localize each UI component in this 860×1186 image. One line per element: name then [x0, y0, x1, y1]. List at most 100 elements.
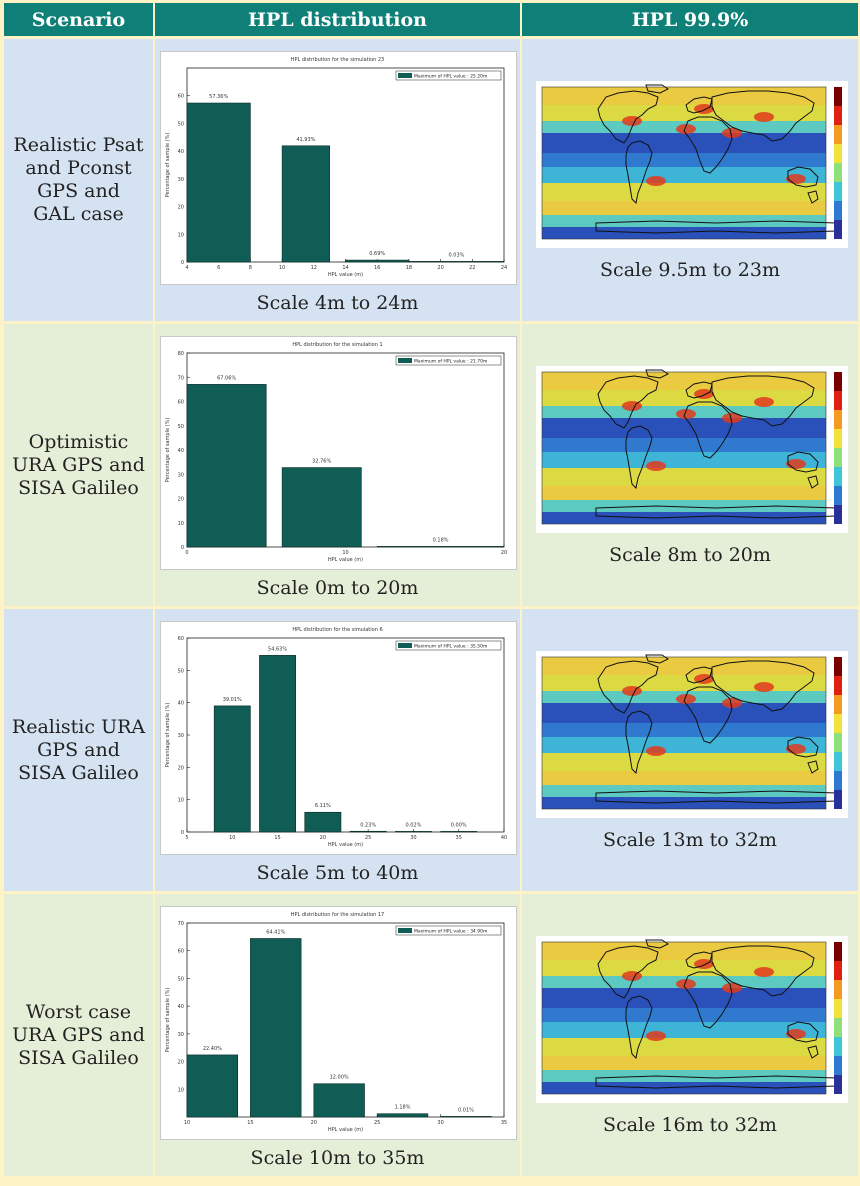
colorbar-segment [834, 106, 842, 125]
continent-outline [787, 1021, 819, 1043]
hpl-world-map [536, 936, 848, 1103]
legend-box [395, 640, 502, 651]
x-tick-label: 15 [247, 1120, 253, 1126]
heat-band [542, 988, 826, 1008]
heat-band [542, 1008, 826, 1022]
x-tick-label: 18 [406, 265, 412, 271]
x-tick-label: 10 [229, 835, 235, 841]
heat-band [542, 390, 826, 406]
histogram-bar [408, 261, 505, 263]
colorbar-segment [834, 657, 842, 676]
bar-value-label: 0.02% [405, 822, 421, 828]
x-tick-label: 20 [437, 265, 443, 271]
heat-band [542, 372, 826, 390]
heat-hotspot [676, 979, 696, 989]
continent-outline [685, 381, 713, 399]
continent-outline [645, 654, 669, 664]
colorbar-segment [834, 391, 842, 410]
distribution-cell: HPL distribution for the simulation 6 0 10… [155, 609, 520, 891]
continent-outline [787, 451, 819, 473]
heat-hotspot [754, 682, 774, 692]
colorbar-segment [834, 467, 842, 486]
heat-band [542, 723, 826, 737]
y-tick-label: 70 [178, 921, 184, 927]
hpl-world-map [536, 81, 848, 248]
y-tick-label: 10 [178, 521, 184, 527]
colorbar-segment [834, 1075, 842, 1094]
heat-band [542, 785, 826, 797]
heat-band [542, 215, 826, 227]
y-tick-label: 30 [178, 733, 184, 739]
map-frame [541, 941, 827, 1095]
colorbar-segment [834, 201, 842, 220]
y-tick-label: 50 [178, 424, 184, 430]
hpl-distribution-chart: HPL distribution for the simulation 17 10… [160, 906, 517, 1140]
x-axis-label: HPL value (m) [328, 557, 363, 563]
continent-outline [625, 140, 653, 205]
heat-band [542, 486, 826, 500]
heat-band [542, 737, 826, 753]
heat-hotspot [786, 174, 806, 184]
scenario-cell: Optimistic URA GPS and SISA Galileo [4, 324, 153, 606]
colorbar-segment [834, 410, 842, 429]
y-tick-label: 0 [181, 260, 184, 266]
histogram-bar [349, 830, 387, 833]
table-row: Realistic URA GPS and SISA Galileo HPL d… [4, 606, 858, 891]
colorbar-segment [834, 676, 842, 695]
continent-outline [683, 686, 733, 744]
map-frame [541, 86, 827, 240]
bar-value-label: 0.00% [451, 822, 467, 828]
heat-hotspot [722, 983, 742, 993]
bar-value-label: 39.01% [223, 697, 242, 703]
x-tick-label: 35 [456, 835, 462, 841]
continent-outline [645, 369, 669, 379]
legend-label: Maximum of HPL value : 35.50m [414, 644, 487, 650]
heat-band [542, 1082, 826, 1094]
colorbar-segment [834, 125, 842, 144]
bar-value-label: 57.36% [209, 94, 228, 100]
histogram-bar [440, 831, 478, 833]
continent-outline [683, 116, 733, 174]
x-tick-label: 6 [217, 265, 220, 271]
heat-hotspot [786, 1029, 806, 1039]
bar-value-label: 12.00% [330, 1075, 349, 1081]
y-tick-label: 10 [178, 798, 184, 804]
heat-hotspot [722, 413, 742, 423]
heat-band [542, 87, 826, 105]
bar-chart-svg: HPL distribution for the simulation 6 0 10… [165, 627, 507, 848]
heat-band [542, 753, 826, 771]
colorbar-segment [834, 1037, 842, 1056]
y-tick-label: 40 [178, 1004, 184, 1010]
heat-band [542, 960, 826, 976]
legend-label: Maximum of HPL value : 34.90m [414, 929, 487, 935]
x-tick-label: 8 [249, 265, 252, 271]
scenario-cell: Realistic Psat and Pconst GPS and GAL ca… [4, 39, 153, 321]
heat-hotspot [786, 744, 806, 754]
continent-outline [645, 939, 669, 949]
histogram-bar [281, 145, 330, 263]
y-axis-label: Percentage of sample (%) [165, 703, 171, 768]
x-tick-label: 40 [501, 835, 507, 841]
distribution-cell: HPL distribution for the simulation 23 0 1… [155, 39, 520, 321]
legend-swatch [398, 643, 412, 648]
bar-value-label: 64.41% [266, 929, 285, 935]
hpl-map-cell: Scale 13m to 32m [522, 609, 858, 891]
colorbar-segment [834, 505, 842, 524]
continent-outline [807, 475, 819, 489]
y-tick-label: 30 [178, 472, 184, 478]
table-row: Worst case URA GPS and SISA Galileo HPL … [4, 891, 858, 1176]
y-tick-label: 50 [178, 668, 184, 674]
colorbar-segment [834, 486, 842, 505]
heat-band [542, 183, 826, 201]
bar-value-label: 0.18% [433, 537, 449, 543]
continent-outline [597, 945, 659, 999]
y-tick-label: 10 [178, 1087, 184, 1093]
map-scale-caption: Scale 9.5m to 23m [600, 259, 780, 281]
continent-outline [711, 90, 815, 142]
chart-title: HPL distribution for the simulation 17 [291, 912, 385, 918]
colorbar-segment [834, 429, 842, 448]
y-tick-label: 50 [178, 976, 184, 982]
x-tick-label: 16 [374, 265, 380, 271]
colorbar-segment [834, 1018, 842, 1037]
scenario-label: Realistic URA GPS and SISA Galileo [11, 715, 146, 784]
